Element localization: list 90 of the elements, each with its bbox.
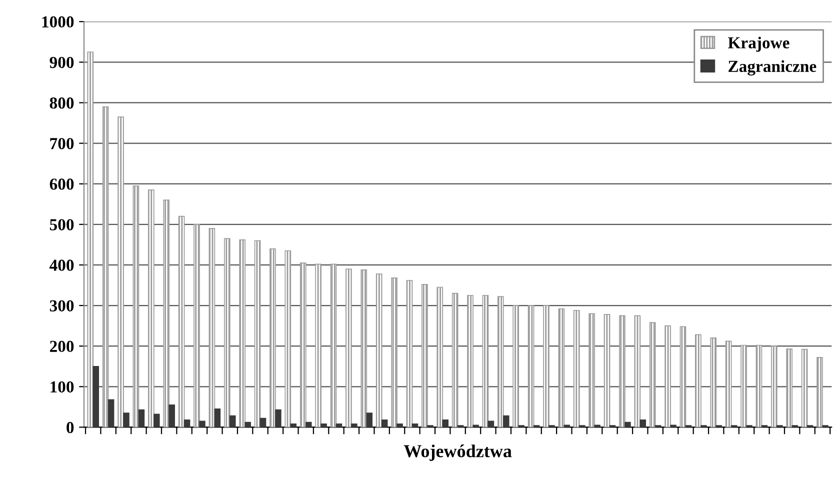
bar — [320, 424, 327, 428]
bar — [168, 404, 175, 428]
bar — [260, 418, 266, 428]
bar — [351, 424, 358, 428]
bar — [244, 422, 251, 428]
bar — [624, 422, 631, 428]
y-tick-label: 0 — [66, 422, 74, 434]
bar — [102, 106, 109, 428]
bar — [442, 419, 448, 428]
bar — [239, 239, 246, 428]
bar — [391, 278, 398, 428]
x-axis-title: Województwa — [404, 444, 512, 461]
bar — [412, 424, 418, 428]
bar — [482, 294, 489, 428]
bar — [208, 228, 216, 428]
bar — [786, 348, 793, 428]
bar — [184, 419, 190, 428]
bar — [108, 399, 114, 428]
y-tick-label: 400 — [50, 260, 74, 271]
bar — [771, 346, 778, 428]
bar — [360, 269, 368, 428]
bar — [497, 296, 504, 428]
bar — [300, 262, 306, 428]
y-tick-label: 500 — [50, 219, 74, 230]
bar — [178, 216, 185, 428]
bar — [194, 224, 200, 428]
bar — [153, 414, 160, 428]
bar — [695, 334, 702, 428]
bar — [543, 305, 550, 428]
bar — [381, 419, 388, 428]
bar — [588, 313, 595, 428]
y-tick-label: 600 — [50, 178, 74, 190]
bar — [275, 409, 282, 428]
bar — [163, 200, 170, 428]
legend-label: Zagraniczne — [728, 60, 816, 76]
bar — [488, 420, 494, 428]
bar — [436, 286, 444, 428]
bar — [199, 420, 206, 428]
y-tick-label: 100 — [50, 381, 74, 393]
bar — [270, 248, 276, 428]
bar — [634, 315, 641, 428]
bar — [229, 415, 236, 428]
bar — [710, 338, 717, 428]
bar — [725, 340, 732, 428]
bar — [740, 344, 747, 428]
bar — [224, 238, 230, 428]
bar — [118, 116, 124, 428]
legend-label: Krajowe — [728, 36, 790, 52]
bar — [452, 292, 458, 428]
bar — [502, 415, 510, 428]
bar — [336, 424, 342, 428]
bar — [512, 305, 519, 428]
bar — [330, 264, 337, 428]
bar — [87, 52, 94, 428]
y-tick-label: 900 — [50, 56, 74, 68]
y-tick-label: 200 — [50, 340, 74, 352]
bar — [664, 325, 671, 428]
y-tick-label: 700 — [50, 138, 74, 150]
bar — [640, 419, 646, 428]
bar — [315, 264, 322, 428]
bar — [558, 308, 565, 428]
bar — [214, 408, 221, 428]
bar — [366, 412, 373, 428]
bar — [396, 424, 403, 428]
bar — [305, 422, 312, 428]
bar — [138, 409, 145, 428]
bar — [816, 357, 823, 428]
bar — [604, 314, 610, 428]
bar — [422, 284, 428, 428]
bar — [290, 424, 297, 428]
y-tick-label: 300 — [50, 300, 74, 312]
bar — [528, 305, 534, 428]
bar — [467, 294, 474, 428]
bar — [92, 366, 100, 428]
bar — [284, 250, 292, 428]
bar — [254, 240, 261, 428]
bar — [573, 310, 580, 428]
bar — [123, 412, 130, 428]
bar — [376, 273, 382, 428]
bar — [680, 326, 686, 428]
bar — [148, 190, 154, 428]
bar — [132, 185, 140, 428]
bar — [406, 280, 413, 428]
y-tick-label: 800 — [50, 97, 74, 109]
bar — [619, 315, 626, 428]
bar — [649, 322, 656, 428]
bar — [346, 268, 352, 428]
bar — [801, 348, 808, 428]
bar — [756, 344, 762, 428]
y-tick-label: 1000 — [42, 16, 74, 28]
